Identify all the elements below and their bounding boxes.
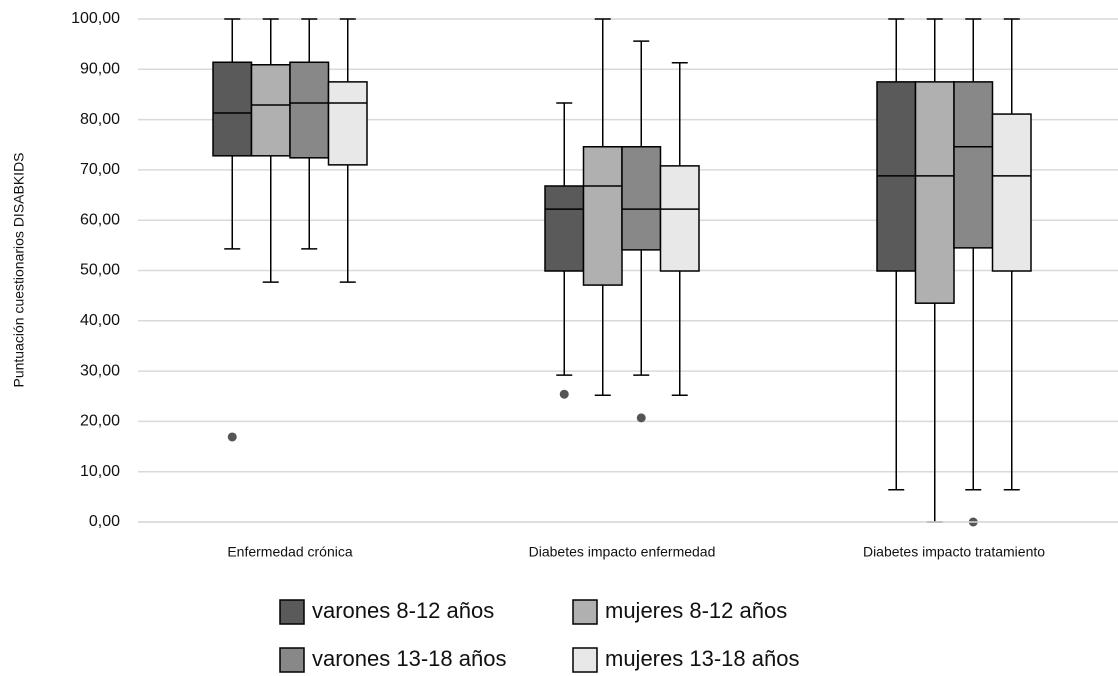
y-tick-label: 0,00 (89, 513, 120, 530)
box (659, 165, 700, 272)
x-tick-label: Diabetes impacto tratamiento (863, 544, 1045, 560)
y-axis-label: Puntuación cuestionarios DISABKIDS (11, 152, 27, 387)
outlier (559, 389, 569, 399)
legend-swatch (279, 599, 305, 625)
y-tick-label: 50,00 (80, 262, 120, 279)
box (621, 146, 662, 251)
x-tick-label: Enfermedad crónica (227, 544, 353, 560)
box (544, 185, 585, 272)
box (991, 113, 1032, 272)
box (582, 146, 623, 286)
y-tick-label: 10,00 (80, 463, 120, 480)
outlier (227, 432, 237, 442)
legend-label: mujeres 13-18 años (605, 646, 799, 671)
box (212, 61, 253, 157)
legend-label: varones 8-12 años (312, 598, 494, 623)
y-tick-label: 20,00 (80, 413, 120, 430)
y-tick-label: 80,00 (80, 111, 120, 128)
box (327, 81, 368, 166)
box (289, 61, 330, 159)
box (914, 81, 955, 304)
outlier (636, 413, 646, 423)
y-tick-label: 30,00 (80, 362, 120, 379)
y-tick-label: 60,00 (80, 211, 120, 228)
legend-swatch (279, 647, 305, 673)
y-tick-label: 90,00 (80, 61, 120, 78)
y-tick-label: 70,00 (80, 161, 120, 178)
box (250, 64, 291, 157)
legend-swatch (572, 599, 598, 625)
y-tick-label: 40,00 (80, 312, 120, 329)
x-tick-label: Diabetes impacto enfermedad (529, 544, 716, 560)
legend-swatch (572, 647, 598, 673)
y-tick-label: 100,00 (71, 10, 120, 27)
legend-label: varones 13-18 años (312, 646, 506, 671)
box (953, 81, 994, 249)
legend-label: mujeres 8-12 años (605, 598, 787, 623)
